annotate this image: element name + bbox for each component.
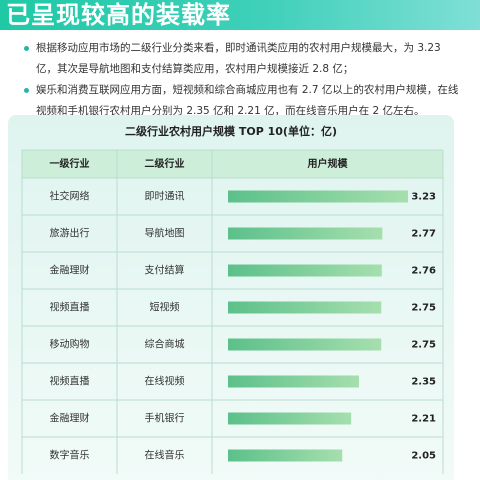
table-cell-level2: 综合商城 — [145, 338, 185, 351]
table-cell-level2: 手机银行 — [145, 412, 185, 425]
bullet-text: 娱乐和消费互联网应用方面，短视频和综合商城应用也有 2.7 亿以上的农村用户规模… — [36, 84, 459, 117]
column-header: 二级行业 — [145, 157, 185, 170]
title-banner: 已呈现较高的装载率 — [0, 0, 480, 30]
page-title: 已呈现较高的装载率 — [6, 1, 231, 29]
bar — [228, 338, 382, 351]
table-cell-level2: 在线音乐 — [145, 449, 185, 462]
bullet-item: 娱乐和消费互联网应用方面，短视频和综合商城应用也有 2.7 亿以上的农村用户规模… — [24, 80, 464, 122]
table-cell-level1: 旅游出行 — [50, 227, 90, 240]
bar-value-label: 2.05 — [411, 451, 436, 462]
table-cell-level2: 短视频 — [150, 301, 180, 314]
bar — [228, 412, 352, 425]
bullet-text: 根据移动应用市场的二级行业分类来看，即时通讯类应用的农村用户规模最大，为 3.2… — [36, 42, 441, 75]
bar-value-label: 2.76 — [411, 266, 436, 277]
table-header-bg — [22, 150, 443, 178]
table-cell-level1: 移动购物 — [50, 338, 90, 351]
table-cell-level2: 导航地图 — [145, 227, 185, 240]
chart-title: 二级行业农村用户规模 TOP 10(单位：亿) — [125, 125, 337, 138]
table-cell-level2: 支付结算 — [145, 264, 185, 277]
bar — [228, 227, 383, 240]
bar — [228, 375, 359, 388]
table-cell-level1: 数字音乐 — [50, 449, 90, 462]
bar-value-label: 2.77 — [411, 229, 436, 240]
bar-value-label: 2.75 — [411, 340, 436, 351]
bullet-dot-icon — [24, 46, 29, 51]
bar-value-label: 2.75 — [411, 303, 436, 314]
bar — [228, 190, 408, 203]
bar-value-label: 2.21 — [411, 414, 436, 425]
table-cell-level1: 金融理财 — [50, 412, 90, 425]
table-cell-level2: 即时通讯 — [145, 191, 185, 203]
table-cell-level1: 社交网络 — [50, 190, 90, 203]
bar — [228, 264, 382, 277]
bar-value-label: 2.35 — [411, 377, 436, 388]
bar-value-label: 3.23 — [411, 192, 436, 203]
bullet-list: 根据移动应用市场的二级行业分类来看，即时通讯类应用的农村用户规模最大，为 3.2… — [24, 38, 464, 122]
column-header: 一级行业 — [50, 157, 90, 170]
bar — [228, 301, 382, 314]
bar — [228, 449, 343, 462]
table-cell-level2: 在线视频 — [145, 375, 185, 388]
table-cell-level1: 视频直播 — [50, 375, 90, 388]
column-header: 用户规模 — [307, 157, 349, 170]
bullet-item: 根据移动应用市场的二级行业分类来看，即时通讯类应用的农村用户规模最大，为 3.2… — [24, 38, 464, 80]
table-cell-level1: 金融理财 — [50, 264, 90, 277]
bullet-dot-icon — [24, 88, 29, 93]
table-cell-level1: 视频直播 — [50, 301, 90, 314]
